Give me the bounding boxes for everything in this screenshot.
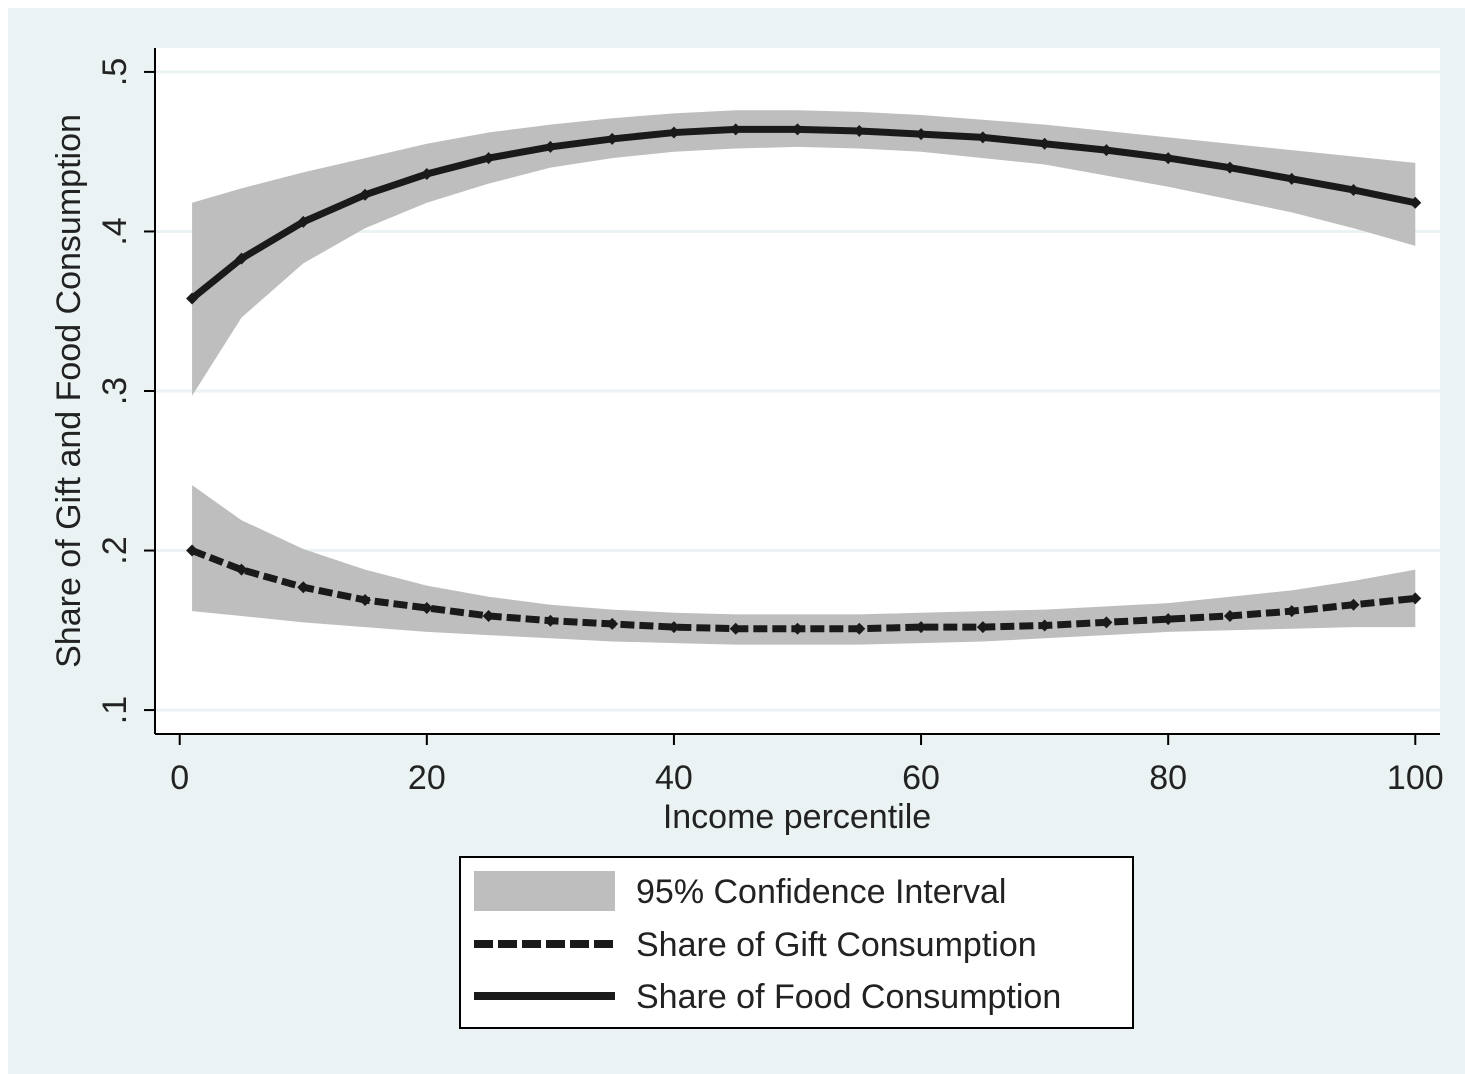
data-point [482, 609, 495, 622]
confidence-bands [192, 110, 1416, 645]
x-tick-label: 40 [655, 759, 693, 797]
y-tick-label: .3 [96, 377, 134, 405]
data-point [667, 621, 680, 634]
data-point [976, 621, 989, 634]
legend-label: Share of Gift Consumption [636, 926, 1037, 964]
data-point [853, 622, 866, 635]
data-point [1347, 183, 1360, 196]
y-tick-label: .1 [96, 696, 134, 724]
data-point [976, 131, 989, 144]
legend-swatch-band [474, 871, 615, 911]
data-point [1038, 619, 1051, 632]
x-tick-label: 20 [408, 759, 446, 797]
x-tick-label: 100 [1387, 759, 1444, 797]
data-point [1038, 137, 1051, 150]
data-point [544, 614, 557, 627]
x-tick-label: 0 [170, 759, 189, 797]
series-lines [186, 123, 1422, 635]
y-axis-label: Share of Gift and Food Consumption [50, 114, 88, 668]
confidence-band [192, 485, 1416, 645]
data-point [915, 621, 928, 634]
data-point [482, 152, 495, 165]
data-point [359, 593, 372, 606]
data-point [235, 563, 248, 576]
data-point [186, 292, 199, 305]
gridlines [155, 70, 1440, 712]
data-point [606, 617, 619, 630]
x-tick-label: 60 [902, 759, 940, 797]
data-point [606, 132, 619, 145]
data-point [1347, 598, 1360, 611]
data-point [853, 124, 866, 137]
y-tick-label: .2 [96, 536, 134, 564]
data-point [235, 252, 248, 265]
data-point [729, 123, 742, 136]
legend: 95% Confidence Interval Share of Gift Con… [459, 856, 1134, 1029]
data-point [1285, 172, 1298, 185]
data-point [1162, 152, 1175, 165]
data-point [915, 128, 928, 141]
ticks: 0 20 40 60 80 100 .1 .2 .3 .4 .5 [96, 58, 1444, 797]
data-point [359, 188, 372, 201]
data-point [297, 581, 310, 594]
data-point [1100, 616, 1113, 629]
data-point [667, 126, 680, 139]
data-point [297, 215, 310, 228]
x-axis-label: Income percentile [663, 798, 931, 836]
data-point [420, 601, 433, 614]
data-point [1409, 196, 1422, 209]
y-tick-label: .5 [96, 58, 134, 86]
data-point [1223, 161, 1236, 174]
data-point [791, 622, 804, 635]
data-point [1223, 609, 1236, 622]
data-point [544, 140, 557, 153]
data-point [420, 168, 433, 181]
x-tick-label: 80 [1149, 759, 1187, 797]
data-point [1100, 144, 1113, 157]
data-point [1409, 592, 1422, 605]
data-point [1285, 605, 1298, 618]
data-point [729, 622, 742, 635]
legend-label: 95% Confidence Interval [636, 873, 1006, 911]
data-point [186, 544, 199, 557]
data-point [791, 123, 804, 136]
data-point [1162, 613, 1175, 626]
legend-label: Share of Food Consumption [636, 978, 1061, 1016]
y-tick-label: .4 [96, 217, 134, 245]
